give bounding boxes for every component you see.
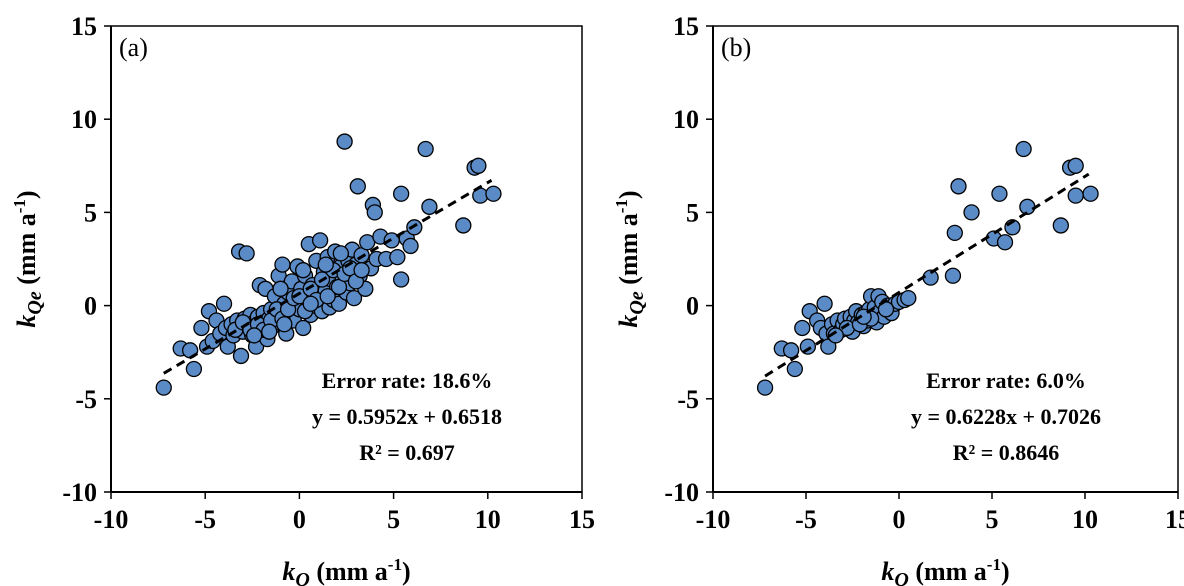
- regression-equation: y = 0.6228x + 0.7026: [911, 404, 1101, 429]
- x-tick-label: 5: [986, 505, 999, 534]
- data-point: [392, 271, 410, 288]
- data-point: [455, 217, 472, 234]
- y-tick-label: 5: [686, 198, 699, 227]
- trendline: [764, 172, 1090, 378]
- y-tick-label: 5: [84, 198, 97, 227]
- x-tick-label: -5: [194, 505, 216, 534]
- data-point: [238, 245, 255, 262]
- data-point: [389, 248, 406, 266]
- x-tick-label: 15: [1165, 505, 1184, 534]
- y-tick-label: 10: [71, 105, 97, 134]
- x-axis-label: kQ (mm a-1): [282, 555, 410, 586]
- data-point: [353, 262, 370, 279]
- data-point: [349, 178, 366, 195]
- data-point: [274, 256, 291, 273]
- data-point: [336, 133, 353, 150]
- data-point: [421, 198, 438, 215]
- data-point: [946, 224, 963, 242]
- x-tick-label: 0: [293, 505, 306, 534]
- y-tick-label: 0: [84, 292, 97, 321]
- y-axis-label: kQe (mm a-1): [10, 190, 46, 327]
- data-point: [366, 204, 383, 221]
- panel-a-scatter-plot: -10 -5 0 5 10 15 -10 -5 0 5 10 15 (a) Error rate: 18.…: [10, 12, 595, 586]
- data-point: [392, 185, 410, 202]
- x-tick-label: 5: [387, 505, 400, 534]
- y-tick-label: 10: [673, 105, 699, 134]
- y-tick-label: 15: [71, 12, 97, 41]
- data-point: [1052, 217, 1069, 234]
- x-tick-label: 10: [1072, 505, 1098, 534]
- data-point: [261, 323, 278, 340]
- x-tick-label: 10: [475, 505, 501, 534]
- y-tick-label: 0: [686, 292, 699, 321]
- error-rate-annotation: Error rate: 18.6%: [322, 368, 493, 393]
- x-tick-label: 0: [893, 505, 906, 534]
- data-point: [295, 262, 312, 279]
- data-point: [756, 379, 774, 396]
- trendline: [162, 178, 493, 375]
- data-point: [470, 157, 487, 174]
- data-point: [291, 288, 308, 305]
- data-point: [319, 288, 336, 305]
- r-squared-annotation: R² = 0.8646: [953, 440, 1060, 465]
- panel-label: (a): [119, 33, 148, 62]
- data-point: [485, 185, 502, 202]
- data-point: [402, 237, 419, 255]
- data-point: [1067, 187, 1084, 204]
- data-point: [991, 185, 1008, 202]
- data-point: [332, 245, 349, 262]
- panel-label: (b): [721, 33, 751, 62]
- data-point: [330, 295, 348, 312]
- data-point: [246, 327, 263, 344]
- y-tick-label: -5: [75, 385, 97, 414]
- panel-b-scatter-plot: -10 -5 0 5 10 15 -10 -5 0 5 10 15 (b) Error rate: 6.0…: [612, 12, 1184, 586]
- regression-equation: y = 0.5952x + 0.6518: [312, 404, 502, 429]
- x-tick-label: -10: [94, 505, 129, 534]
- data-point: [215, 295, 233, 312]
- data-point: [295, 319, 312, 337]
- data-point: [782, 342, 800, 359]
- y-tick-label: 15: [673, 12, 699, 41]
- data-point: [1019, 198, 1036, 215]
- data-point: [232, 347, 250, 365]
- data-point: [311, 232, 329, 249]
- data-point: [317, 256, 334, 273]
- x-axis-label: kQ (mm a-1): [881, 555, 1009, 586]
- data-point: [950, 178, 967, 195]
- data-point: [900, 289, 917, 307]
- data-point: [417, 140, 434, 158]
- data-point: [944, 267, 962, 284]
- data-point: [996, 234, 1014, 251]
- y-tick-label: -10: [62, 478, 97, 507]
- data-point: [799, 338, 817, 355]
- data-point: [302, 295, 319, 312]
- x-tick-label: -10: [696, 505, 731, 534]
- data-point: [1015, 140, 1032, 158]
- data-point: [276, 316, 293, 333]
- r-squared-annotation: R² = 0.697: [359, 440, 455, 465]
- data-point: [155, 379, 172, 396]
- data-point: [963, 204, 980, 221]
- x-tick-label: -5: [795, 505, 817, 534]
- data-point: [1067, 157, 1084, 174]
- y-axis-label: kQe (mm a-1): [612, 190, 648, 327]
- data-point: [345, 289, 363, 307]
- data-point: [794, 319, 811, 337]
- data-point: [1082, 185, 1099, 202]
- y-tick-label: -5: [677, 385, 699, 414]
- data-point: [193, 319, 210, 337]
- x-tick-label: 15: [569, 505, 595, 534]
- data-point: [816, 295, 833, 312]
- data-point: [272, 280, 289, 297]
- data-point: [185, 360, 203, 378]
- error-rate-annotation: Error rate: 6.0%: [926, 368, 1086, 393]
- data-point: [786, 360, 803, 378]
- y-tick-label: -10: [664, 478, 699, 507]
